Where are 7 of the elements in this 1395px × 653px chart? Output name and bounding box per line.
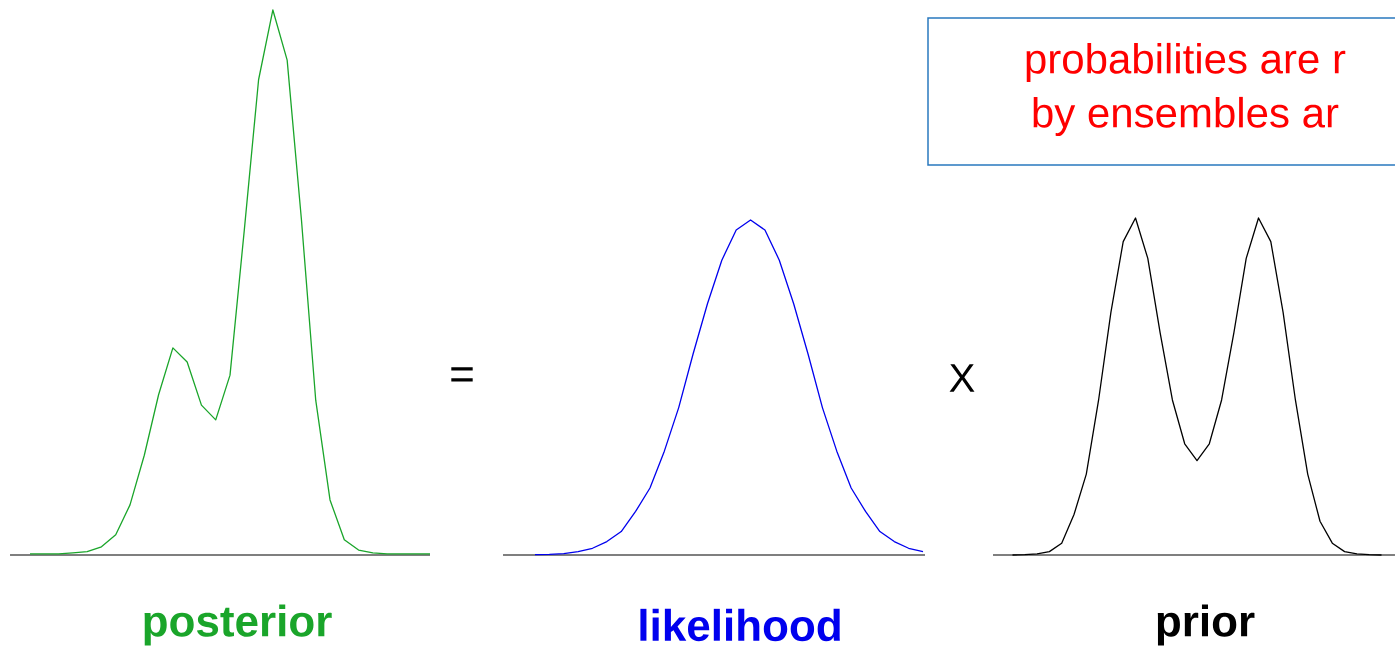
x-axis-title: prior (1157, 604, 1255, 646)
text: = (451, 367, 473, 382)
x-axis-title: likelihood (640, 608, 840, 642)
text: probabilities are r (1026, 42, 1346, 83)
text: by ensembles ar (1033, 96, 1339, 137)
text: X (949, 364, 975, 392)
x-axis-title: posterior (144, 604, 332, 646)
